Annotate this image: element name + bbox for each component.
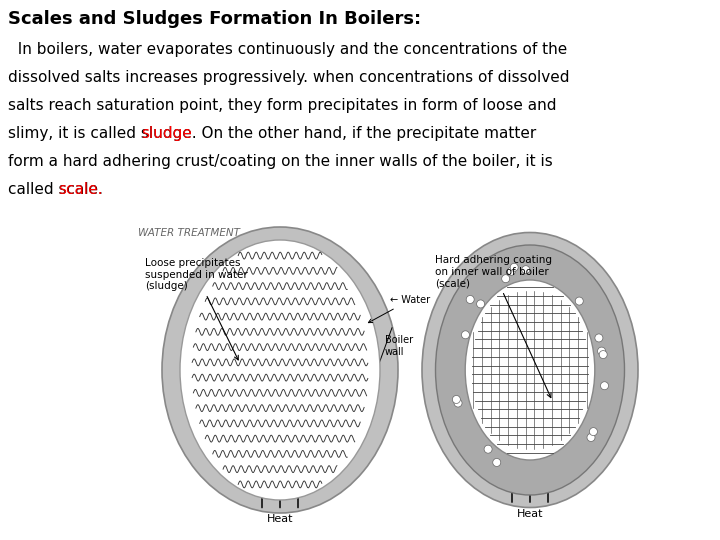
Circle shape <box>492 458 500 467</box>
Circle shape <box>502 275 510 282</box>
Circle shape <box>466 295 474 303</box>
Circle shape <box>575 297 583 305</box>
Text: slimy, it is called sludge. On the other hand, if the precipitate matter: slimy, it is called sludge. On the other… <box>8 126 536 141</box>
Circle shape <box>452 395 460 403</box>
Text: Hard adhering coating
on inner wall of boiler
(scale): Hard adhering coating on inner wall of b… <box>435 255 552 397</box>
Circle shape <box>600 382 608 390</box>
Circle shape <box>587 434 595 442</box>
Text: form a hard adhering crust/coating on the inner walls of the boiler, it is: form a hard adhering crust/coating on th… <box>8 154 553 169</box>
Text: ← Water: ← Water <box>369 295 430 323</box>
Text: Scales and Sludges Formation In Boilers:: Scales and Sludges Formation In Boilers: <box>8 10 421 28</box>
Text: In boilers, water evaporates continuously and the concentrations of the: In boilers, water evaporates continuousl… <box>8 42 567 57</box>
Text: salts reach saturation point, they form precipitates in form of loose and: salts reach saturation point, they form … <box>8 98 557 113</box>
Circle shape <box>454 399 462 407</box>
Circle shape <box>590 428 598 436</box>
Ellipse shape <box>162 227 398 513</box>
Text: WATER TREATMENT: WATER TREATMENT <box>138 228 240 238</box>
Circle shape <box>508 267 516 275</box>
Circle shape <box>522 266 530 274</box>
Circle shape <box>462 331 469 339</box>
Ellipse shape <box>180 240 380 500</box>
Text: sludge: sludge <box>141 126 192 141</box>
Text: called scale.: called scale. <box>8 182 103 197</box>
Text: Heat: Heat <box>517 509 544 519</box>
Text: dissolved salts increases progressively. when concentrations of dissolved: dissolved salts increases progressively.… <box>8 70 570 85</box>
Text: Boiler
wall: Boiler wall <box>385 335 413 356</box>
Circle shape <box>510 264 518 271</box>
Text: Loose precipitates
suspended in water
(sludge): Loose precipitates suspended in water (s… <box>145 258 248 360</box>
Ellipse shape <box>422 233 638 508</box>
Circle shape <box>599 350 607 359</box>
Circle shape <box>477 300 485 308</box>
Ellipse shape <box>436 245 624 495</box>
Circle shape <box>598 347 606 355</box>
Text: Heat: Heat <box>266 515 293 524</box>
Circle shape <box>595 334 603 342</box>
Text: scale.: scale. <box>58 182 103 197</box>
Circle shape <box>484 445 492 453</box>
Ellipse shape <box>465 280 595 460</box>
